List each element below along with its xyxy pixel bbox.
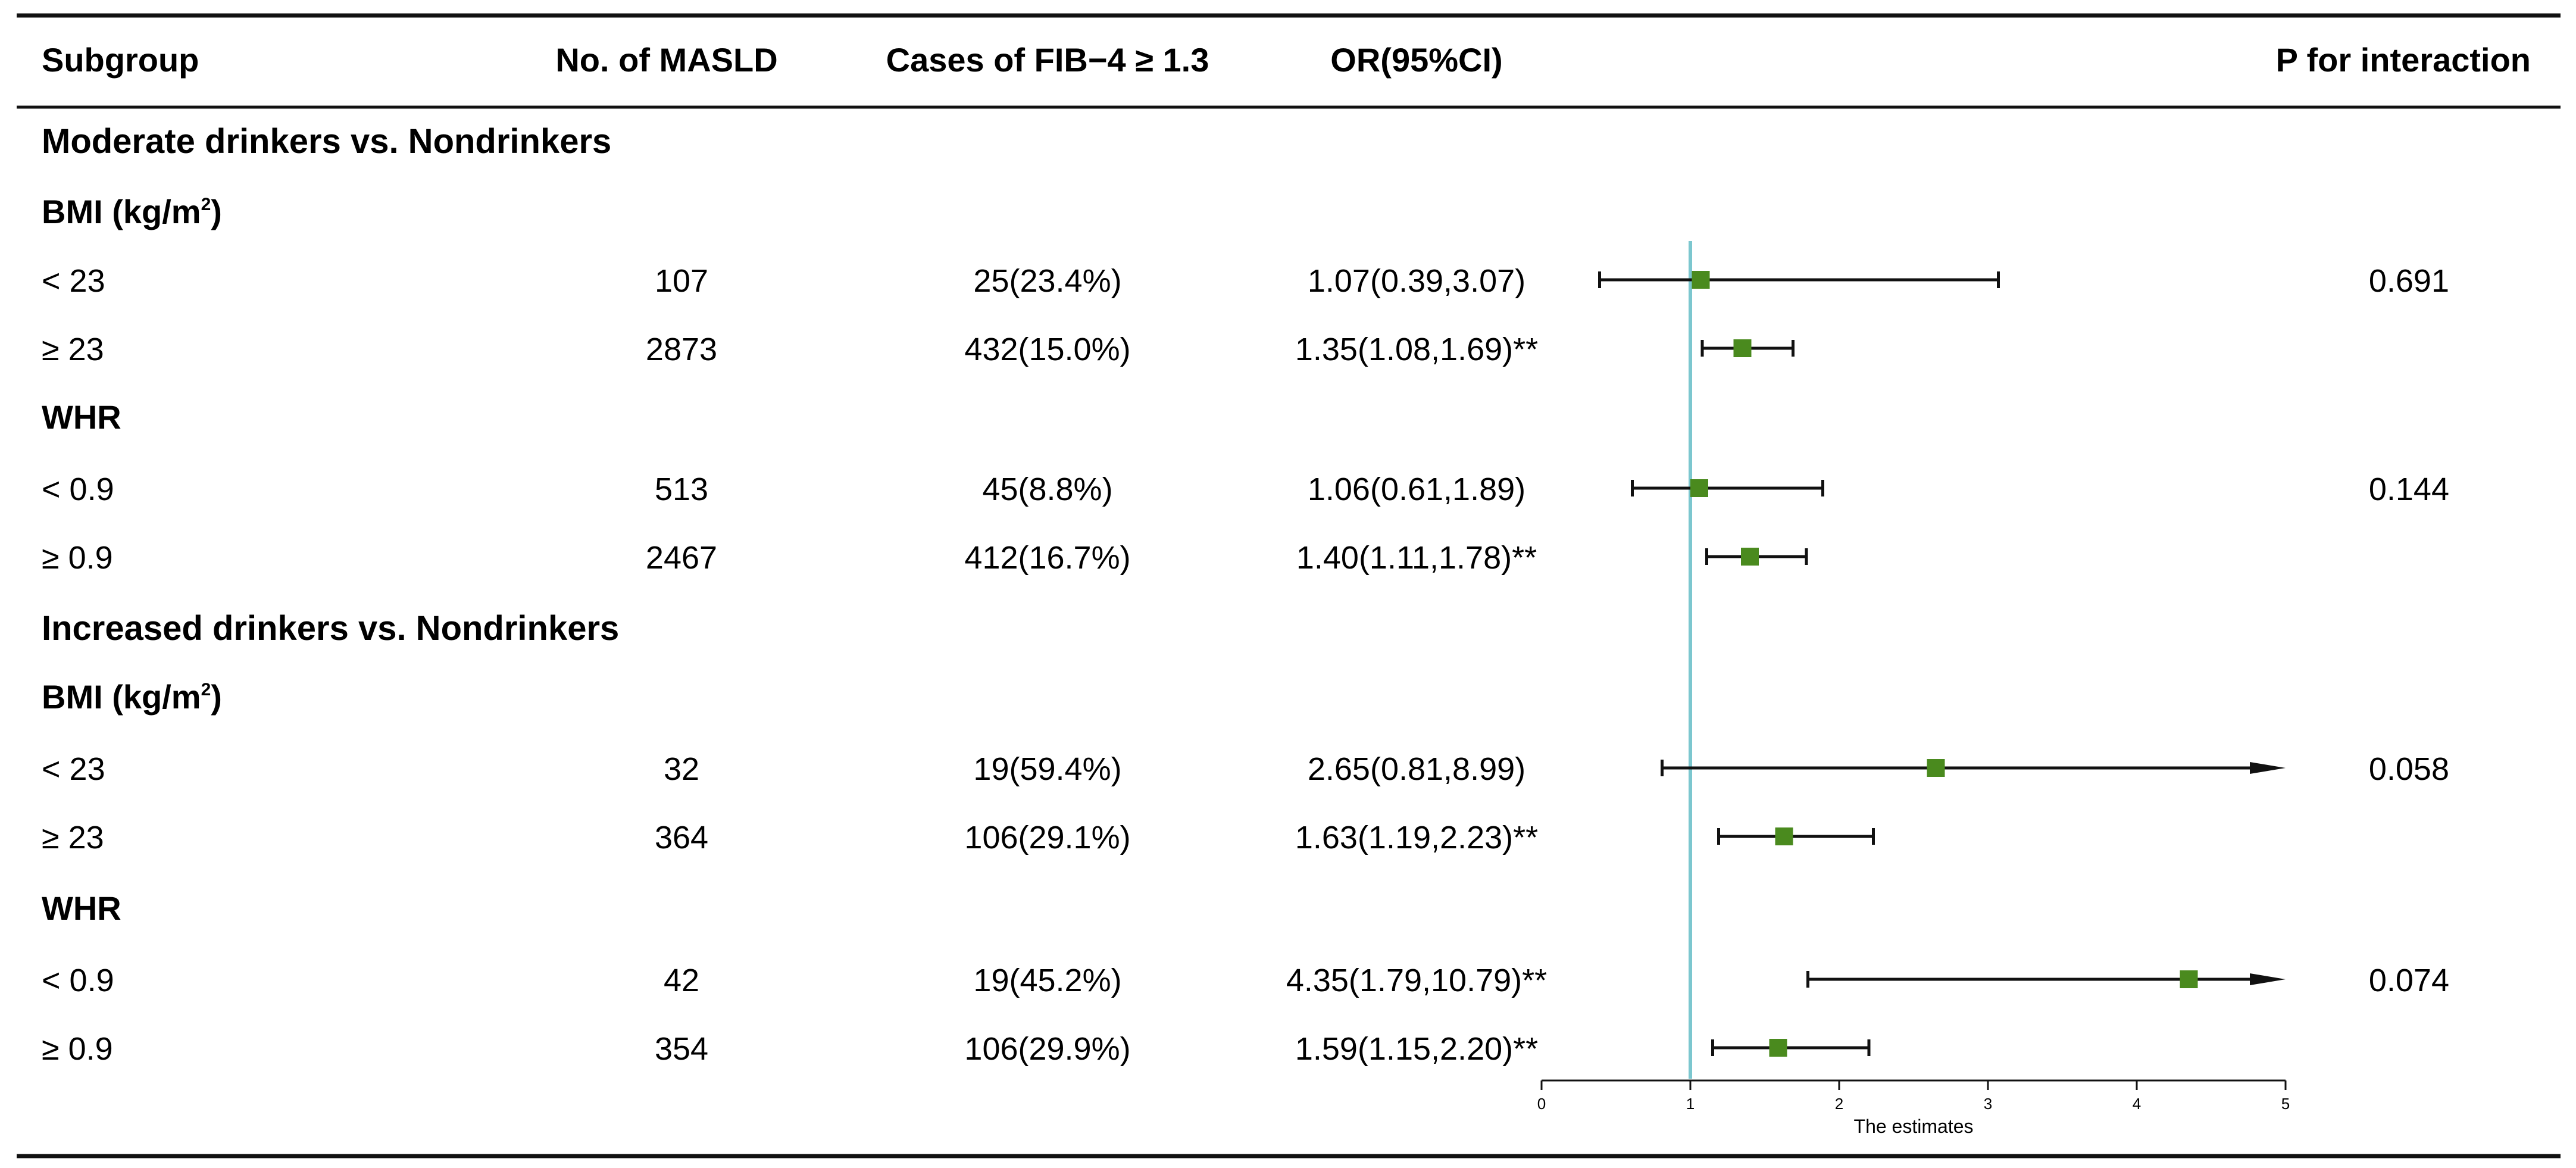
row-p-value: 0.074	[2369, 963, 2449, 998]
row-n-masld: 354	[655, 1031, 708, 1067]
or-point	[1692, 271, 1710, 289]
subgroup-heading-text: BMI (kg/m	[42, 678, 201, 716]
row-cases: 19(45.2%)	[973, 963, 1121, 998]
row-n-masld: 364	[655, 820, 708, 855]
subgroup-heading: WHR	[42, 398, 121, 436]
row-or-ci: 2.65(0.81,8.99)	[1308, 751, 1525, 787]
row-label: < 0.9	[42, 471, 114, 507]
x-axis-tick-label: 3	[1984, 1095, 1992, 1113]
row-label: ≥ 23	[42, 820, 104, 855]
or-point	[1690, 479, 1708, 497]
or-point	[1741, 548, 1759, 566]
header-no-masld: No. of MASLD	[555, 41, 777, 79]
subgroup-heading-close: )	[211, 193, 222, 230]
or-point	[1769, 1039, 1787, 1057]
row-cases: 432(15.0%)	[964, 332, 1130, 367]
row-label: < 0.9	[42, 963, 114, 998]
row-cases: 106(29.1%)	[964, 820, 1130, 855]
x-axis-label: The estimates	[1854, 1116, 1974, 1137]
ci-arrow	[2250, 973, 2286, 985]
row-or-ci: 4.35(1.79,10.79)**	[1286, 963, 1547, 998]
row-cases: 19(59.4%)	[973, 751, 1121, 787]
row-n-masld: 32	[664, 751, 699, 787]
or-point	[2180, 970, 2198, 988]
subgroup-heading: BMI (kg/m2)	[42, 193, 222, 230]
row-n-masld: 42	[664, 963, 699, 998]
header-subgroup: Subgroup	[42, 41, 199, 79]
subgroup-heading-close: )	[211, 678, 222, 716]
header-cases-fib4: Cases of FIB−4 ≥ 1.3	[886, 41, 1209, 79]
row-or-ci: 1.07(0.39,3.07)	[1308, 263, 1525, 299]
x-axis-tick-label: 2	[1835, 1095, 1843, 1113]
row-n-masld: 2467	[646, 540, 717, 576]
subgroup-heading: BMI (kg/m2)	[42, 678, 222, 716]
x-axis-tick-label: 1	[1686, 1095, 1695, 1113]
section-title: Increased drinkers vs. Nondrinkers	[42, 609, 619, 648]
row-label: < 23	[42, 263, 105, 299]
row-or-ci: 1.06(0.61,1.89)	[1308, 471, 1525, 507]
row-label: < 23	[42, 751, 105, 787]
x-axis-tick-label: 4	[2133, 1095, 2141, 1113]
or-point	[1775, 827, 1793, 845]
header-or-ci: OR(95%CI)	[1330, 41, 1502, 79]
header-p-interaction: P for interaction	[2276, 41, 2531, 79]
row-p-value: 0.058	[2369, 751, 2449, 787]
row-n-masld: 2873	[646, 332, 717, 367]
row-label: ≥ 0.9	[42, 540, 113, 576]
x-axis-tick-label: 5	[2281, 1095, 2290, 1113]
row-cases: 25(23.4%)	[973, 263, 1121, 299]
subgroup-heading-text: BMI (kg/m	[42, 193, 201, 230]
row-cases: 45(8.8%)	[982, 471, 1112, 507]
row-or-ci: 1.59(1.15,2.20)**	[1295, 1031, 1538, 1067]
subgroup-heading-superscript: 2	[201, 680, 211, 699]
row-label: ≥ 23	[42, 332, 104, 367]
x-axis-tick-label: 0	[1537, 1095, 1546, 1113]
section-title: Moderate drinkers vs. Nondrinkers	[42, 122, 611, 161]
row-or-ci: 1.63(1.19,2.23)**	[1295, 820, 1538, 855]
row-n-masld: 513	[655, 471, 708, 507]
or-point	[1733, 339, 1752, 357]
row-label: ≥ 0.9	[42, 1031, 113, 1067]
or-point	[1927, 759, 1945, 777]
row-cases: 106(29.9%)	[964, 1031, 1130, 1067]
ci-arrow	[2250, 762, 2286, 774]
row-n-masld: 107	[655, 263, 708, 299]
row-or-ci: 1.40(1.11,1.78)**	[1296, 540, 1537, 576]
subgroup-heading-superscript: 2	[201, 195, 211, 214]
row-cases: 412(16.7%)	[964, 540, 1130, 576]
row-p-value: 0.144	[2369, 471, 2449, 507]
subgroup-heading: WHR	[42, 889, 121, 927]
row-p-value: 0.691	[2369, 263, 2449, 299]
row-or-ci: 1.35(1.08,1.69)**	[1295, 332, 1538, 367]
